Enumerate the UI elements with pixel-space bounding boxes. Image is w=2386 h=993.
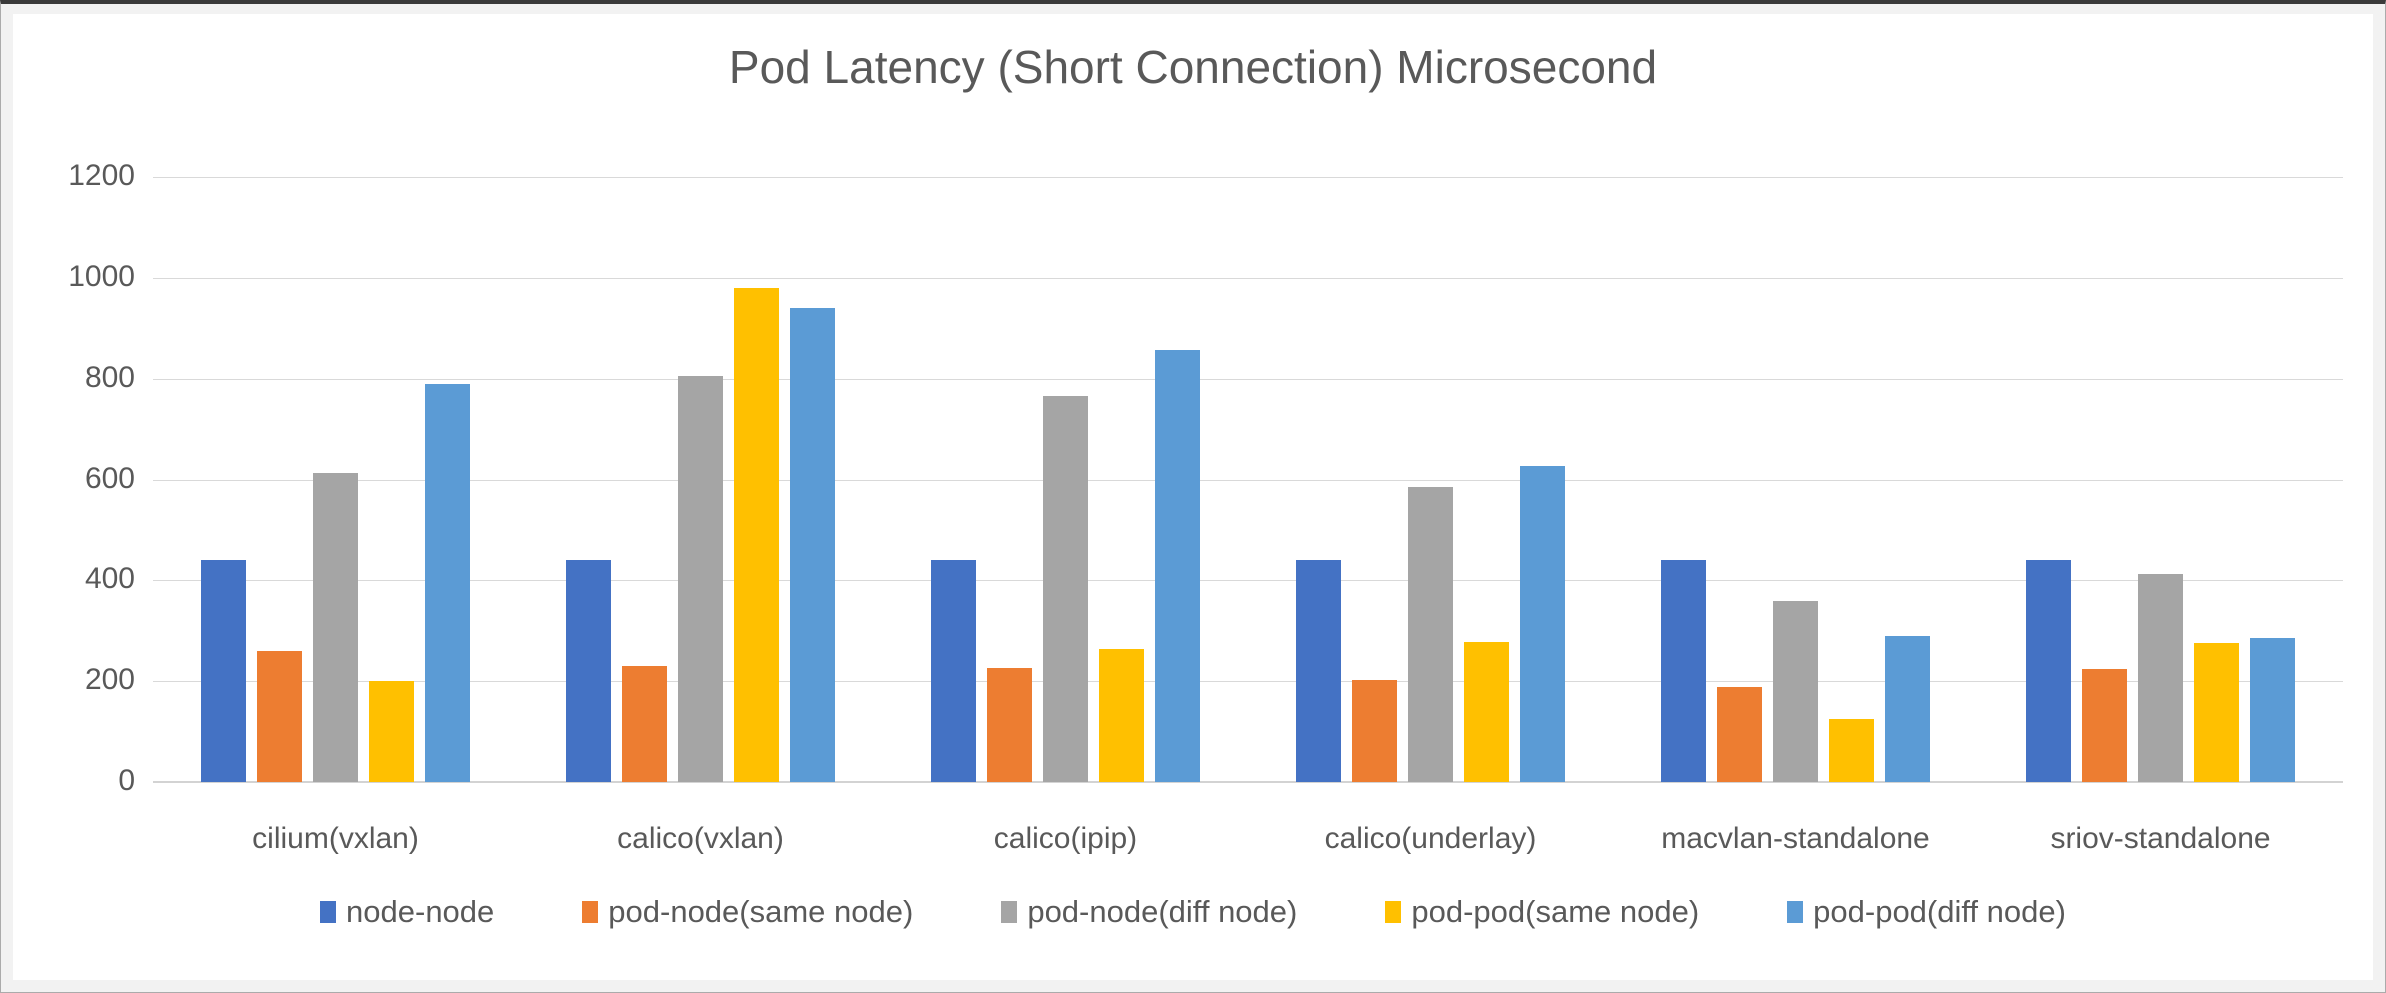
x-category-label-macvlan-standalone: macvlan-standalone [1661,822,1930,855]
x-category-label-calico(underlay): calico(underlay) [1324,822,1537,855]
x-category-label-calico(ipip): calico(ipip) [993,822,1138,855]
legend-swatch-icon [1001,901,1018,923]
bar-chart-canvas: Pod Latency (Short Connection) Microseco… [13,14,2373,980]
gridline-400 [153,580,2343,582]
bar-pod-node(same node)-calico(vxlan) [622,666,667,782]
bar-pod-node(same node)-cilium(vxlan) [257,650,302,782]
gridline-800 [153,378,2343,380]
legend-swatch-icon [1385,901,1402,923]
bar-node-node-cilium(vxlan) [201,560,246,782]
bar-pod-pod(same node)-calico(ipip) [1099,648,1144,782]
y-tick-label-200: 200 [84,663,135,697]
legend-swatch-icon [1787,901,1804,923]
bar-node-node-sriov-standalone [2026,560,2071,782]
x-category-label-calico(vxlan): calico(vxlan) [617,822,784,855]
bar-pod-pod(diff node)-calico(vxlan) [790,308,835,782]
bar-node-node-macvlan-standalone [1661,560,1706,782]
gridline-1000 [153,277,2343,279]
legend-label: pod-node(diff node) [1027,894,1298,929]
bar-pod-node(same node)-macvlan-standalone [1717,687,1762,782]
x-category-label-cilium(vxlan): cilium(vxlan) [252,822,419,855]
bar-pod-pod(same node)-cilium(vxlan) [369,681,414,782]
legend-item-pod-node(same node): pod-node(same node) [582,894,913,930]
bar-pod-node(same node)-calico(underlay) [1352,679,1397,782]
bar-pod-node(diff node)-calico(underlay) [1408,486,1453,782]
legend-swatch-icon [320,901,337,923]
x-category-label-sriov-standalone: sriov-standalone [2050,822,2271,855]
bar-pod-node(diff node)-sriov-standalone [2138,573,2183,782]
bar-node-node-calico(vxlan) [566,560,611,782]
legend-swatch-icon [582,901,599,923]
bar-pod-node(diff node)-calico(ipip) [1043,396,1088,782]
bar-pod-pod(same node)-calico(vxlan) [734,287,779,782]
bar-node-node-calico(ipip) [931,560,976,782]
bar-pod-node(same node)-calico(ipip) [987,668,1032,782]
y-tick-label-0: 0 [118,764,135,797]
y-tick-label-800: 800 [84,360,135,394]
bar-pod-node(same node)-sriov-standalone [2082,669,2127,782]
y-tick-label-400: 400 [84,562,135,596]
chart-title: Pod Latency (Short Connection) Microseco… [728,41,1658,93]
y-tick-label-1200: 1200 [68,159,135,192]
legend-label: pod-pod(diff node) [1813,894,2066,929]
bar-node-node-calico(underlay) [1296,560,1341,782]
bar-pod-pod(diff node)-cilium(vxlan) [425,383,470,782]
bar-pod-pod(diff node)-sriov-standalone [2250,638,2295,782]
legend-item-pod-pod(same node): pod-pod(same node) [1385,894,1699,930]
gridline-200 [153,681,2343,683]
gridline-600 [153,479,2343,481]
bar-pod-node(diff node)-cilium(vxlan) [313,472,358,782]
legend-item-node-node: node-node [320,894,494,930]
legend-label: pod-node(same node) [608,894,914,929]
chart-legend: node-node pod-node(same node) pod-node(dif… [13,894,2373,930]
y-tick-label-1000: 1000 [68,259,135,293]
bar-pod-node(diff node)-calico(vxlan) [678,376,723,782]
legend-label: node-node [346,894,495,929]
bar-pod-pod(same node)-calico(underlay) [1464,641,1509,782]
bar-pod-pod(same node)-macvlan-standalone [1829,718,1874,782]
plot-area: 0 200 400 600 800 1000 1200 cilium(vxlan) calico… [13,14,2373,980]
y-tick-label-600: 600 [84,461,135,495]
bar-pod-pod(diff node)-calico(ipip) [1155,350,1200,782]
bar-pod-pod(diff node)-calico(underlay) [1520,465,1565,782]
legend-label: pod-pod(same node) [1411,894,1700,929]
legend-item-pod-node(diff node): pod-node(diff node) [1001,894,1297,930]
gridline-1200 [153,177,2343,178]
x-axis-line [153,781,2343,783]
bar-pod-pod(same node)-sriov-standalone [2194,642,2239,782]
bar-pod-pod(diff node)-macvlan-standalone [1885,635,1930,782]
legend-item-pod-pod(diff node): pod-pod(diff node) [1787,894,2066,930]
bar-pod-node(diff node)-macvlan-standalone [1773,601,1818,782]
